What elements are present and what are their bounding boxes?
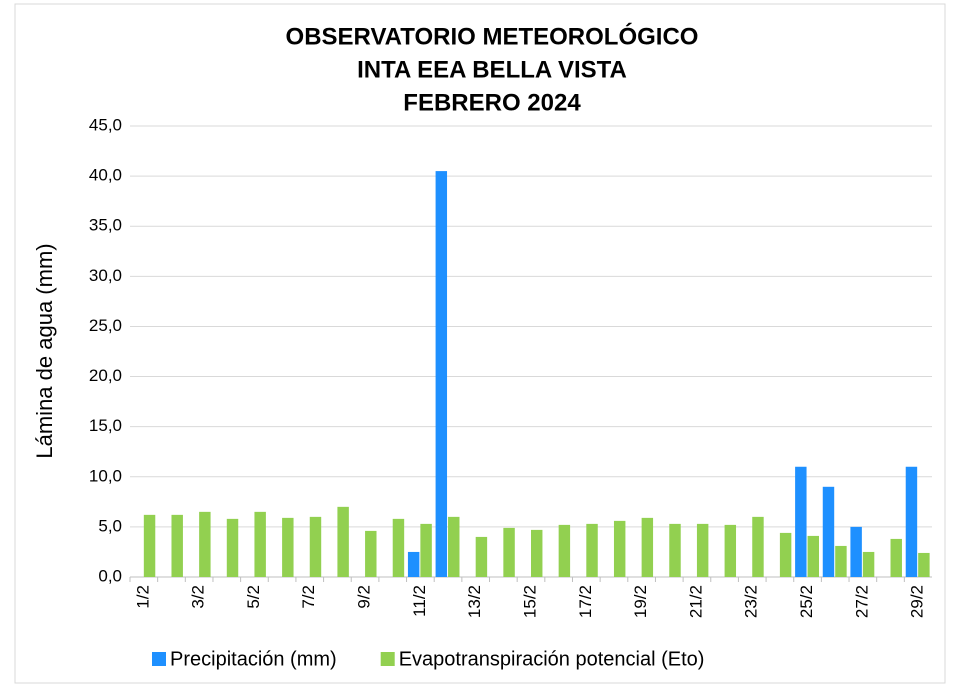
y-axis-label: Lámina de agua (mm) — [32, 243, 57, 458]
bar — [822, 486, 835, 577]
bar — [586, 523, 598, 577]
bar — [309, 516, 322, 577]
y-tick-label: 15,0 — [89, 416, 122, 435]
chart-title: OBSERVATORIO METEOROLÓGICO — [286, 22, 699, 50]
bar — [448, 516, 460, 577]
x-tick-label: 19/2 — [631, 585, 650, 618]
bar — [835, 545, 847, 577]
y-tick-label: 20,0 — [89, 366, 122, 385]
x-tick-label: 7/2 — [299, 585, 318, 609]
x-tick-label: 3/2 — [189, 585, 208, 609]
x-tick-label: 29/2 — [908, 585, 927, 618]
y-tick-label: 40,0 — [89, 166, 122, 185]
bar — [641, 517, 654, 577]
x-tick-label: 27/2 — [852, 585, 871, 618]
y-tick-label: 30,0 — [89, 266, 122, 285]
bar — [531, 529, 543, 577]
y-tick-label: 5,0 — [98, 516, 122, 535]
x-tick-label: 23/2 — [742, 585, 761, 618]
x-tick-label: 9/2 — [355, 585, 374, 609]
x-tick-label: 13/2 — [465, 585, 484, 618]
bar — [779, 532, 792, 577]
bar — [226, 518, 239, 577]
bar — [420, 523, 432, 577]
bar — [613, 520, 626, 577]
x-tick-label: 21/2 — [686, 585, 705, 618]
legend-label: Evapotranspiración potencial (Eto) — [399, 648, 705, 670]
bar — [435, 171, 448, 577]
legend-label: Precipitación (mm) — [170, 648, 337, 670]
y-tick-label: 35,0 — [89, 216, 122, 235]
bar — [392, 518, 405, 577]
chart-title: INTA EEA BELLA VISTA — [357, 56, 627, 83]
x-tick-label: 5/2 — [244, 585, 263, 609]
bar — [199, 511, 211, 577]
bar — [365, 530, 377, 577]
y-tick-label: 25,0 — [89, 316, 122, 335]
bar — [752, 516, 764, 577]
legend-swatch — [152, 652, 166, 666]
bar — [890, 538, 902, 577]
bar — [254, 511, 266, 577]
bar — [282, 517, 294, 577]
bar — [918, 552, 930, 577]
x-tick-label: 25/2 — [797, 585, 816, 618]
x-tick-label: 17/2 — [576, 585, 595, 618]
bar — [724, 524, 737, 577]
bar — [795, 466, 807, 577]
x-tick-label: 11/2 — [410, 585, 429, 617]
bar — [503, 527, 515, 577]
bar — [696, 523, 709, 577]
y-tick-label: 0,0 — [98, 566, 122, 585]
x-tick-label: 15/2 — [520, 585, 539, 618]
legend-swatch — [380, 652, 395, 666]
bar — [558, 524, 571, 577]
bar — [905, 466, 918, 577]
y-tick-label: 45,0 — [89, 115, 122, 134]
bar — [669, 523, 681, 577]
chart-title: FEBRERO 2024 — [403, 89, 581, 116]
y-tick-label: 10,0 — [89, 466, 122, 485]
bar — [807, 535, 819, 577]
bar — [862, 551, 875, 577]
bar — [171, 514, 183, 577]
bar — [143, 514, 156, 577]
bar — [407, 551, 420, 577]
bar — [337, 506, 349, 577]
bar — [850, 526, 862, 577]
x-tick-label: 1/2 — [133, 585, 152, 609]
bar — [475, 536, 488, 577]
